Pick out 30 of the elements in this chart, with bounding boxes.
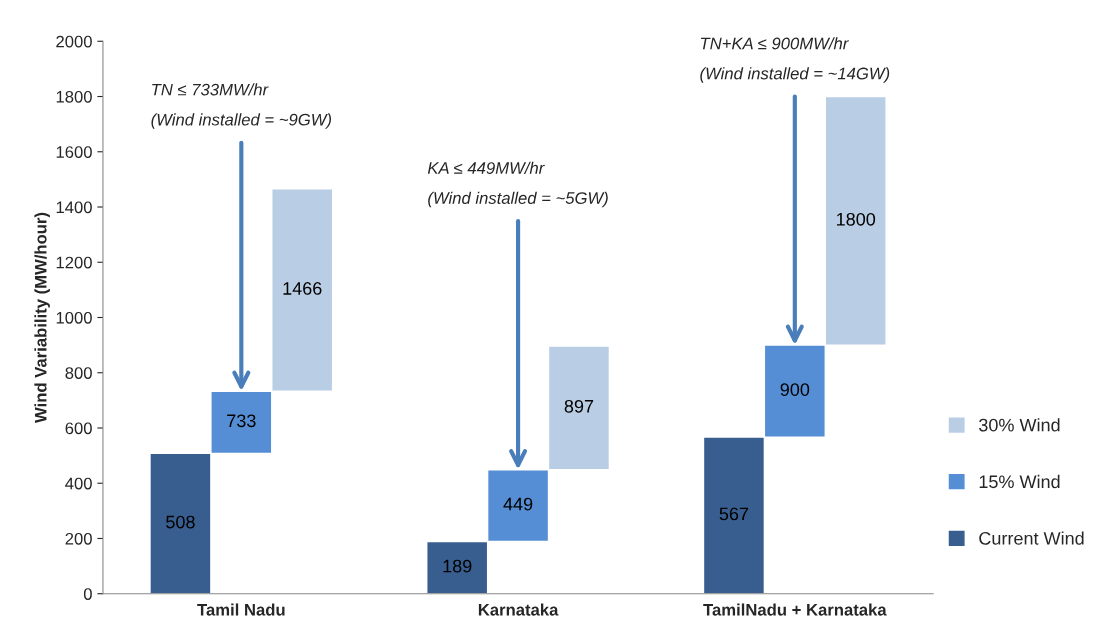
data-label: 567 — [719, 507, 749, 521]
legend-label: 30% Wind — [979, 418, 1060, 432]
data-label: 189 — [443, 559, 472, 573]
y-tick-label: 0 — [83, 588, 92, 600]
y-tick-label: 1200 — [56, 256, 92, 269]
annotation: TN ≤ 733MW/hr (Wind installed = ~9GW) — [151, 83, 332, 129]
x-tick-label: TamilNadu + Karnataka — [703, 603, 887, 616]
data-label: 508 — [166, 515, 195, 529]
x-tick-label: Karnataka — [478, 603, 559, 616]
y-tick-label: 200 — [65, 532, 92, 545]
y-tick-label: 1400 — [56, 201, 92, 214]
data-label: 900 — [780, 383, 810, 396]
y-tick-label: 1600 — [56, 146, 92, 158]
y-tick-label: 400 — [65, 477, 92, 490]
legend-label: Current Wind — [979, 531, 1084, 545]
y-tick-label: 2000 — [56, 35, 92, 48]
annotation: TN+KA ≤ 900MW/hr (Wind installed = ~14GW) — [700, 37, 890, 83]
y-tick-label: 800 — [65, 367, 92, 379]
y-tick-label: 600 — [65, 422, 92, 435]
data-label: 1800 — [837, 212, 876, 226]
y-tick-label: 1000 — [56, 311, 92, 324]
x-tick-label: Tamil Nadu — [197, 603, 285, 616]
y-tick-label: 1800 — [56, 90, 92, 103]
annotation: KA ≤ 449MW/hr (Wind installed = ~5GW) — [427, 161, 608, 208]
legend-label: 15% Wind — [979, 474, 1060, 489]
data-label: 449 — [503, 497, 533, 511]
data-label: 1466 — [283, 282, 322, 295]
data-label: 733 — [227, 414, 256, 428]
y-axis-title: Wind Variability (MW/hour) — [34, 212, 50, 423]
data-label: 897 — [564, 399, 594, 413]
